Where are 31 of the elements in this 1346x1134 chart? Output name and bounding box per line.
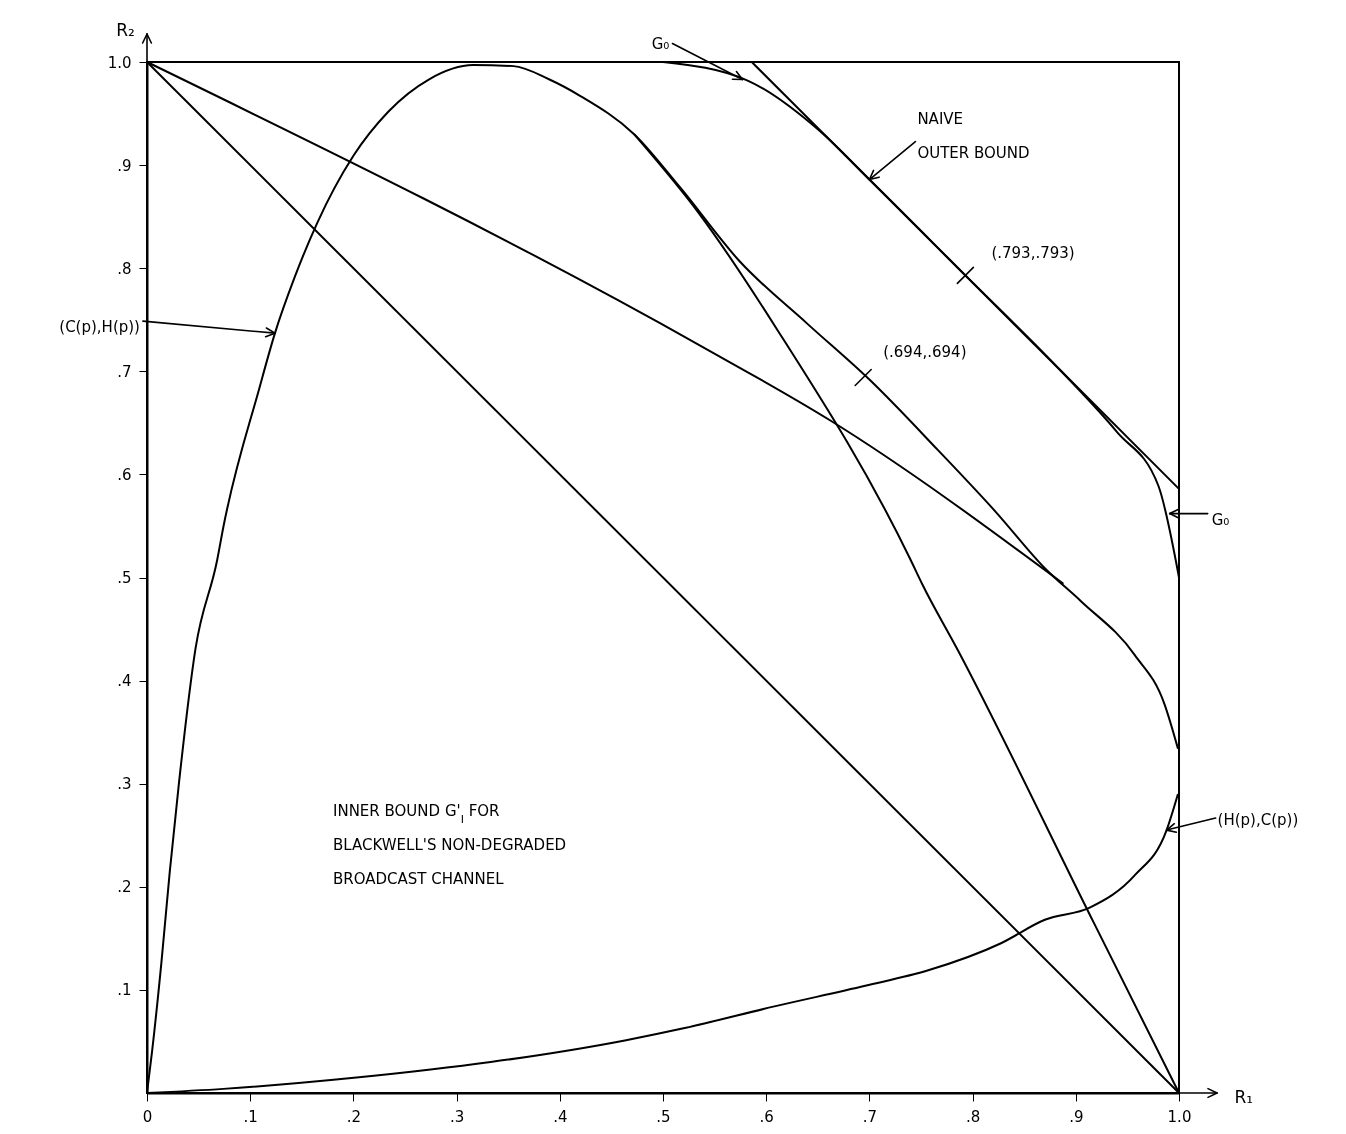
x-tick-label: .9 <box>1069 1107 1084 1126</box>
annotation: NAIVE OUTER BOUND <box>917 109 1030 162</box>
y-axis-title: R₂ <box>116 19 135 40</box>
x-tick-label: .8 <box>965 1107 981 1126</box>
annotation: (.694,.694) <box>883 343 967 362</box>
y-tick-label: .5 <box>117 569 132 587</box>
y-tick-label: .2 <box>117 878 132 897</box>
y-tick-label: 1.0 <box>107 53 132 72</box>
x-tick-label: .3 <box>449 1107 465 1126</box>
annotation: INNER BOUND G'$_{I}$ FOR BLACKWELL'S NON-DEGRADED BROADCAST CHANNEL <box>333 802 567 888</box>
x-tick-label: .5 <box>656 1107 671 1126</box>
annotation: (C(p),H(p)) <box>59 318 140 337</box>
x-tick-label: .4 <box>553 1107 568 1126</box>
x-axis-title: R₁ <box>1234 1086 1254 1107</box>
x-tick-label: 0 <box>142 1107 153 1126</box>
y-tick-label: .7 <box>117 362 132 381</box>
x-tick-label: 1.0 <box>1167 1107 1192 1126</box>
y-tick-label: .3 <box>117 775 132 794</box>
y-tick-label: .1 <box>117 981 132 1000</box>
annotation: (.793,.793) <box>991 244 1075 263</box>
annotation: G₀ <box>651 34 670 53</box>
y-tick-label: .8 <box>117 259 132 278</box>
x-tick-label: .6 <box>759 1107 774 1126</box>
x-tick-label: .7 <box>862 1107 878 1126</box>
x-tick-label: .1 <box>243 1107 258 1126</box>
y-tick-label: .4 <box>117 672 132 691</box>
y-tick-label: .6 <box>117 465 132 484</box>
y-tick-label: .9 <box>117 156 132 175</box>
annotation: (H(p),C(p)) <box>1217 811 1299 830</box>
annotation: G₀ <box>1211 510 1230 529</box>
x-tick-label: .2 <box>346 1107 362 1126</box>
